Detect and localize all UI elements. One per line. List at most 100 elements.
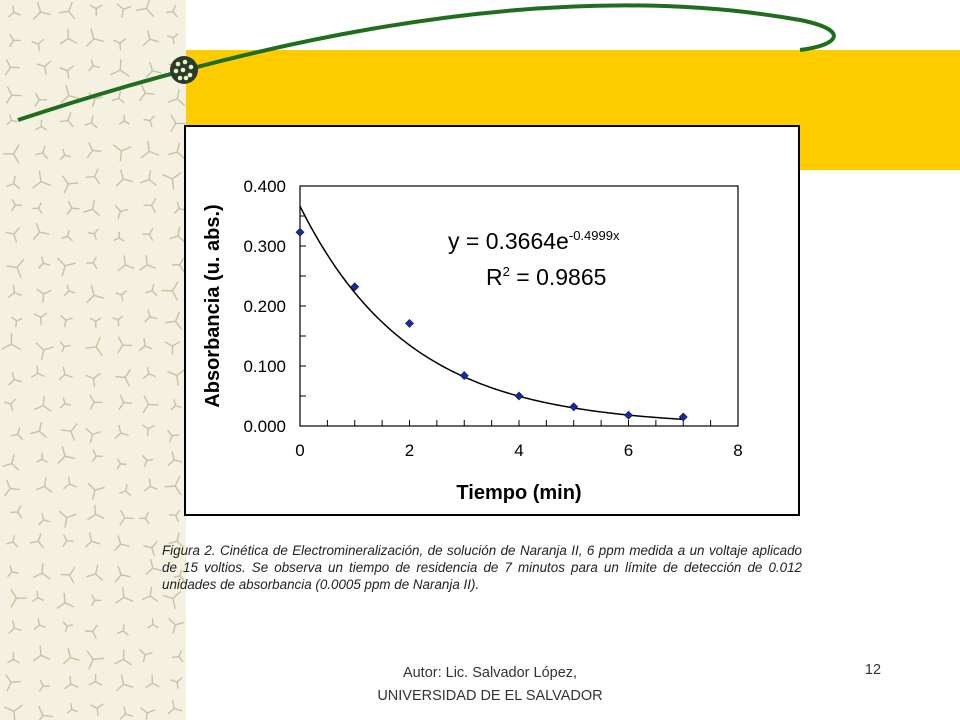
pattern-glyph: [7, 5, 21, 18]
pattern-glyph: [119, 706, 134, 720]
pattern-glyph: [113, 535, 130, 552]
pattern-glyph: [116, 458, 127, 470]
pattern-glyph: [145, 558, 162, 575]
x-tick-label: 2: [405, 441, 414, 460]
pattern-glyph: [168, 532, 184, 548]
pattern-glyph: [91, 449, 104, 463]
pattern-glyph: [7, 284, 23, 298]
pattern-glyph: [11, 316, 23, 328]
pattern-glyph: [114, 565, 131, 583]
pattern-glyph: [87, 482, 105, 500]
data-points: [295, 227, 688, 422]
pattern-glyph: [5, 674, 21, 692]
pattern-glyph: [168, 142, 185, 159]
pattern-glyph: [172, 650, 184, 663]
pattern-glyph: [140, 140, 160, 159]
pattern-glyph: [1, 333, 22, 351]
pattern-glyph: [63, 284, 76, 297]
pattern-glyph: [145, 675, 160, 689]
pattern-glyph: [59, 397, 72, 409]
pattern-glyph: [60, 566, 76, 584]
pattern-glyph: [86, 650, 105, 670]
pattern-glyph: [115, 169, 133, 187]
pattern-glyph: [33, 312, 48, 325]
pattern-glyph: [62, 621, 74, 633]
pattern-glyph: [142, 227, 154, 241]
pattern-glyph: [140, 707, 156, 720]
pattern-glyph: [88, 673, 103, 686]
pattern-glyph: [86, 564, 104, 582]
pattern-glyph: [115, 674, 134, 692]
pattern-glyph: [167, 88, 186, 107]
x-tick-marks: [299, 420, 739, 426]
pattern-glyph: [172, 257, 185, 272]
pattern-glyph: [111, 91, 125, 104]
pattern-glyph: [63, 675, 79, 690]
pattern-glyph: [7, 565, 19, 578]
data-point: [350, 282, 360, 292]
pattern-glyph: [59, 64, 75, 79]
pattern-glyph: [38, 512, 51, 526]
pattern-glyph: [66, 703, 78, 714]
data-point: [624, 410, 633, 420]
pattern-glyph: [119, 484, 132, 497]
pattern-marks: [1, 0, 186, 720]
pattern-glyph: [32, 1, 51, 21]
pattern-glyph: [142, 395, 159, 414]
pattern-glyph: [118, 115, 130, 125]
pattern-glyph: [114, 204, 129, 220]
pattern-glyph: [62, 534, 74, 547]
chart: 0 2 4 6 8 0.000 0.100 0.200 0.300 0.400 y = 0.36…: [202, 177, 743, 504]
pattern-glyph: [141, 586, 159, 603]
pattern-glyph: [34, 92, 47, 107]
pattern-glyph: [66, 200, 80, 215]
pattern-glyph: [37, 256, 51, 269]
pattern-glyph: [142, 455, 154, 467]
pattern-glyph: [113, 231, 125, 242]
pattern-glyph: [116, 624, 129, 636]
pattern-glyph: [115, 290, 127, 302]
y-tick-label: 0.100: [243, 357, 286, 376]
pattern-glyph: [86, 256, 98, 269]
pattern-glyph: [63, 476, 77, 490]
pattern-glyph: [119, 509, 134, 526]
pattern-glyph: [32, 222, 50, 241]
pattern-glyph: [118, 394, 133, 410]
figure-caption: Figura 2. Cinética de Electromineralizac…: [162, 543, 802, 592]
y-tick-label: 0.200: [243, 297, 286, 316]
pattern-glyph: [143, 115, 155, 128]
pattern-glyph: [165, 4, 178, 18]
pattern-glyph: [144, 309, 158, 323]
pattern-glyph: [116, 3, 132, 18]
pattern-glyph: [87, 504, 105, 521]
pattern-glyph: [59, 341, 71, 353]
pattern-glyph: [6, 114, 18, 126]
pattern-glyph: [144, 283, 158, 297]
x-tick-label: 4: [514, 441, 523, 460]
pattern-glyph: [138, 338, 153, 352]
pattern-glyph: [35, 477, 53, 493]
pattern-glyph: [85, 427, 102, 444]
pattern-glyph: [167, 368, 186, 386]
pattern-glyph: [11, 198, 23, 212]
pattern-glyph: [36, 288, 52, 303]
pattern-glyph: [117, 336, 133, 354]
author-line-1: Autor: Lic. Salvador López,: [402, 665, 578, 681]
y-tick-marks: [300, 185, 306, 427]
pattern-glyph: [10, 427, 24, 441]
data-point: [678, 412, 688, 422]
author-line-2: UNIVERSIDAD DE EL SALVADOR: [377, 688, 603, 704]
pattern-glyph: [2, 454, 20, 471]
pattern-glyph: [138, 512, 150, 525]
pattern-glyph: [170, 399, 182, 411]
pattern-glyph: [164, 476, 182, 496]
pattern-glyph: [85, 372, 101, 388]
pattern-glyph: [162, 171, 182, 190]
pattern-glyph: [145, 61, 162, 78]
pattern-glyph: [8, 620, 23, 634]
pattern-glyph: [36, 60, 52, 76]
pattern-glyph: [32, 171, 52, 189]
pattern-glyph: [166, 33, 179, 45]
r-squared-label: R2 = 0.9865: [486, 264, 606, 290]
pattern-glyph: [162, 590, 182, 609]
